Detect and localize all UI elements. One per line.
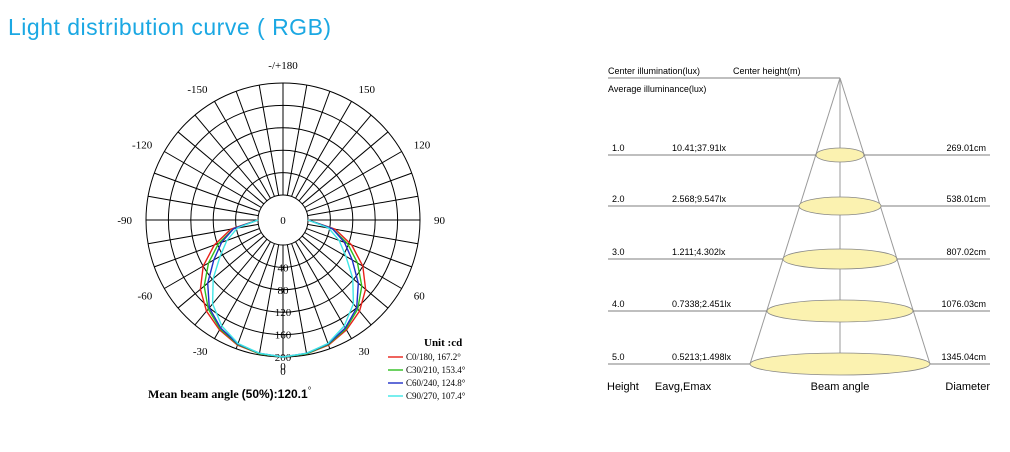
row-eavg-emax: 2.568;9.547lx (672, 194, 727, 204)
polar-spoke (164, 232, 262, 289)
center-height-header: Center height(m) (733, 66, 801, 76)
row-eavg-emax: 0.7338;2.451lx (672, 299, 732, 309)
angle-label: -150 (187, 84, 208, 96)
radial-tick-label: 0 (280, 215, 286, 227)
angle-label: 90 (434, 215, 446, 227)
polar-chart: -/+180 150 120 90 60 30 0 -30 -60 -90 -120 -150 0 40… (117, 60, 466, 401)
polar-spoke (295, 101, 352, 199)
angle-label: 120 (414, 140, 431, 152)
polar-grid (145, 82, 421, 358)
column-header: Beam angle (811, 381, 870, 393)
polar-spoke (307, 195, 419, 217)
angle-label: -90 (117, 215, 132, 227)
page-title: Light distribution curve ( RGB) (8, 14, 332, 40)
polar-spoke (194, 114, 268, 202)
unit-label: Unit :cd (424, 337, 462, 349)
angle-label-bottom: 0 (280, 361, 286, 373)
angle-label: 150 (359, 84, 376, 96)
cone-column-headers: Height Eavg,Emax Beam angle Diameter (607, 381, 990, 393)
row-diameter: 538.01cm (946, 194, 986, 204)
beam-ellipse (782, 248, 898, 270)
radial-tick-label: 120 (275, 307, 292, 319)
polar-series (199, 219, 367, 358)
cone-rows: 1.0 10.41;37.91lx 269.01cm 2.0 2.568;9.547lx… (608, 143, 990, 376)
row-height: 4.0 (612, 299, 625, 309)
radial-tick-label: 40 (278, 262, 290, 274)
polar-spoke (291, 243, 331, 349)
row-height: 2.0 (612, 194, 625, 204)
column-header: Diameter (945, 381, 990, 393)
polar-spoke (258, 84, 280, 196)
mean-beam-angle-prefix: Mean beam angle (148, 387, 242, 401)
mean-beam-angle-value: (50%):120.1 (242, 387, 308, 401)
row-diameter: 1076.03cm (941, 299, 986, 309)
polar-spoke (164, 151, 262, 208)
row-eavg-emax: 0.5213;1.498lx (672, 352, 732, 362)
angle-label: -30 (193, 346, 208, 358)
radial-tick-label: 200 (275, 352, 292, 364)
polar-spoke (306, 172, 412, 212)
polar-spoke (304, 151, 402, 208)
row-eavg-emax: 10.41;37.91lx (672, 143, 727, 153)
row-height: 5.0 (612, 352, 625, 362)
angle-label: -/+180 (268, 60, 298, 72)
polar-spoke (306, 228, 412, 268)
center-illumination-header: Center illumination(lux) (608, 66, 700, 76)
radial-tick-label: 80 (278, 285, 290, 297)
angle-label: 30 (359, 346, 371, 358)
polar-spoke (301, 235, 389, 309)
legend-entry: C60/240, 124.8° (406, 378, 466, 388)
row-eavg-emax: 1.211;4.302lx (672, 247, 726, 257)
column-header: Eavg,Emax (655, 381, 712, 393)
polar-spoke (298, 114, 372, 202)
angle-label: 0 (280, 366, 286, 378)
column-header: Height (607, 381, 639, 393)
average-illuminance-header: Average illuminance(lux) (608, 84, 706, 94)
row-diameter: 1345.04cm (941, 352, 986, 362)
cone-right-edge (839, 77, 931, 365)
polar-spoke (286, 244, 308, 356)
polar-spoke (235, 243, 275, 349)
series-curve (211, 219, 355, 358)
legend-entry: C0/180, 167.2° (406, 352, 461, 362)
polar-spoke (235, 91, 275, 197)
polar-legend: Unit :cd C0/180, 167.2° C30/210, 153.4° C6… (388, 337, 466, 401)
row-diameter: 269.01cm (946, 143, 986, 153)
polar-angle-labels: -/+180 150 120 90 60 30 0 -30 -60 -90 -120 -150 (117, 60, 445, 378)
mean-beam-angle-degree: ° (308, 385, 312, 395)
polar-spoke (304, 232, 402, 289)
polar-spoke (154, 228, 260, 268)
cone-left-edge (749, 77, 841, 365)
angle-label: -120 (132, 140, 153, 152)
row-height: 3.0 (612, 247, 625, 257)
polar-spoke (214, 241, 271, 339)
angle-label: 60 (414, 291, 426, 303)
polar-spoke (301, 131, 389, 205)
angle-label: -60 (138, 291, 153, 303)
polar-spoke (177, 131, 265, 205)
beam-ellipse (749, 352, 931, 376)
polar-spoke (295, 241, 352, 339)
legend-entry: C90/270, 107.4° (406, 391, 466, 401)
polar-spoke (286, 84, 308, 196)
mean-beam-angle-label: Mean beam angle (50%):120.1° (148, 385, 312, 401)
polar-spoke (177, 235, 265, 309)
beam-ellipse (815, 147, 865, 163)
legend-entry: C30/210, 153.4° (406, 365, 466, 375)
row-height: 1.0 (612, 143, 625, 153)
row-diameter: 807.02cm (946, 247, 986, 257)
polar-spoke (258, 244, 280, 356)
polar-spoke (291, 91, 331, 197)
polar-spoke (214, 101, 271, 199)
polar-spoke (147, 195, 259, 217)
beam-ellipse (766, 299, 914, 323)
radial-tick-label: 160 (275, 330, 292, 342)
beam-ellipse (798, 196, 882, 216)
polar-spoke (154, 172, 260, 212)
